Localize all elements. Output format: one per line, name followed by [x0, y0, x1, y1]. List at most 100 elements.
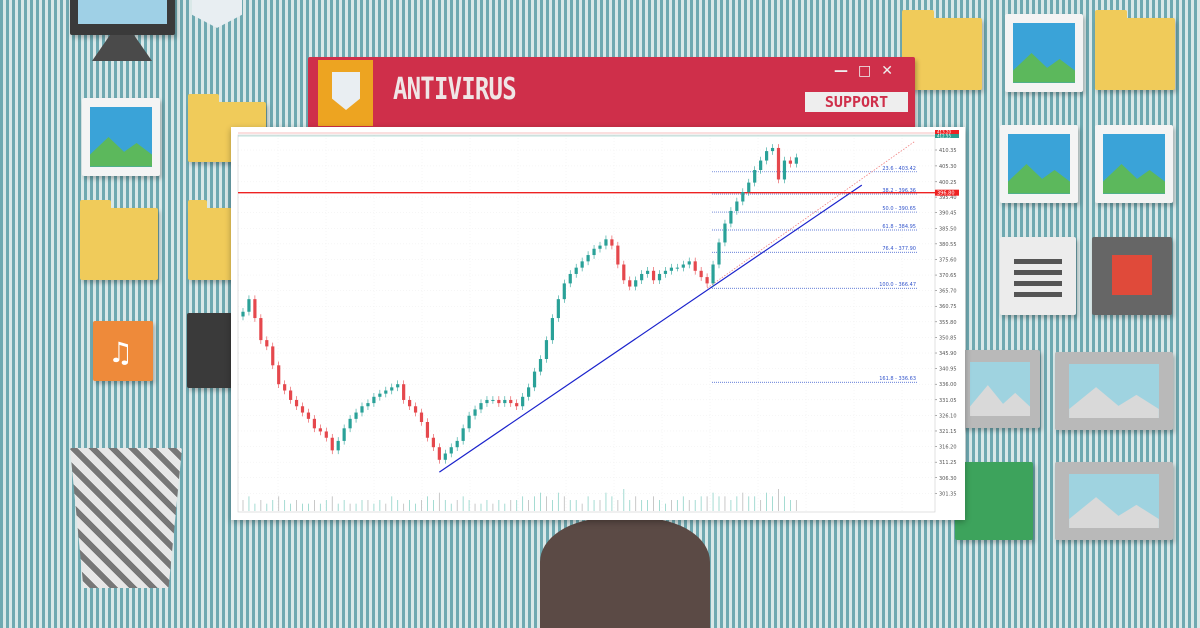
close-button[interactable]: ✕ [881, 63, 903, 79]
candle-body [515, 403, 519, 407]
candle-body [735, 201, 739, 211]
candle-body [241, 311, 245, 317]
image-file-icon [1095, 125, 1173, 203]
candle-body [747, 182, 751, 193]
monitor-icon [70, 0, 175, 35]
candle-body [306, 412, 311, 419]
y-tick-label: 360.75 [939, 304, 957, 310]
candle-body [527, 387, 531, 397]
candle-body [336, 440, 340, 451]
volume-bar [492, 503, 494, 511]
volume-bar [718, 496, 720, 511]
y-tick-label: 385.50 [939, 226, 957, 232]
y-tick-label: 375.60 [939, 257, 957, 263]
volume-bar [415, 503, 416, 511]
current-price-tag [935, 189, 959, 196]
volume-bar [254, 503, 256, 511]
maximize-button[interactable]: □ [858, 63, 882, 79]
candle-body [271, 346, 275, 366]
plot-frame [237, 134, 936, 513]
fib-level-label: 100.0 - 366.47 [879, 282, 916, 288]
folder-icon [80, 200, 158, 280]
candle-body [610, 239, 614, 246]
volume-bar [427, 496, 428, 511]
volume-bar [587, 496, 589, 511]
image-file-icon [1000, 125, 1078, 203]
volume-bar [617, 500, 619, 511]
video-file-icon [187, 313, 237, 388]
volume-bar [343, 500, 345, 511]
volume-bar [349, 503, 351, 511]
volume-bar [557, 492, 559, 511]
candle-body [580, 261, 584, 268]
window-title: ANTIVIRUS [393, 72, 517, 107]
candle-body [550, 318, 554, 341]
volume-bar [314, 500, 315, 511]
candle-body [324, 431, 328, 438]
volume-bar [635, 496, 637, 511]
volume-bar [385, 503, 387, 511]
candle-body [455, 440, 459, 448]
monitor-stand-icon [92, 35, 152, 61]
volume-bar [581, 503, 583, 511]
volume-bar [272, 500, 274, 511]
volume-bar [480, 503, 482, 511]
volume-bar [730, 500, 732, 511]
volume-bar [575, 500, 577, 511]
candle-body [782, 160, 787, 180]
candle-body [419, 412, 424, 423]
candle-body [556, 299, 560, 319]
volume-bar [367, 500, 369, 511]
y-tick-label: 355.80 [939, 320, 957, 326]
candle-body [294, 399, 299, 407]
candle-body [681, 264, 685, 268]
volume-bar [409, 500, 410, 511]
y-tick-label: 400.25 [939, 180, 957, 186]
price-tag-label: 413.20 [937, 130, 951, 135]
candle-body [687, 261, 691, 265]
volume-bar [742, 492, 744, 511]
folder-icon [188, 200, 236, 280]
folder-icon [1095, 10, 1175, 90]
y-tick-label: 370.65 [939, 273, 957, 279]
minimize-button[interactable]: — [834, 63, 859, 79]
volume-bar [474, 503, 476, 511]
support-button[interactable]: SUPPORT [805, 92, 908, 112]
candle-body [657, 273, 662, 281]
volume-bar [563, 496, 565, 511]
fib-level-label: 76.4 - 377.90 [882, 246, 916, 252]
candle-body [568, 273, 572, 284]
volume-bar [784, 496, 785, 511]
price-chart-card: 410.35 405.30 400.25 395.40 390.45 385.50 380.… [231, 127, 965, 520]
candle-body [253, 299, 257, 319]
candle-body [425, 422, 430, 438]
candle-body [485, 399, 489, 404]
volume-bar [450, 503, 452, 511]
volume-bar [433, 500, 434, 511]
candle-body [753, 170, 757, 183]
volume-bar [754, 496, 756, 511]
volume-bar [522, 496, 524, 511]
y-tick-label: 311.25 [939, 460, 957, 466]
volume-bar [641, 500, 643, 511]
trend-line [439, 184, 863, 473]
volume-bar [676, 500, 678, 511]
volume-bar [486, 500, 488, 511]
y-tick-label: 306.30 [939, 476, 957, 482]
volume-bar [242, 500, 244, 511]
candle-body [651, 270, 656, 281]
candle-body [723, 223, 727, 243]
shield-icon [332, 72, 360, 110]
candle-body [372, 396, 376, 404]
candle-body [669, 267, 673, 271]
candle-body [503, 399, 507, 404]
document-icon [1000, 237, 1076, 315]
volume-bar [331, 496, 333, 511]
volume-bar [682, 496, 684, 511]
candle-body [437, 447, 441, 460]
fib-level-label: 161.8 - 336.63 [879, 376, 916, 382]
fib-level-label: 38.2 - 396.36 [882, 188, 916, 194]
candle-body [509, 399, 513, 404]
candle-body [342, 428, 346, 441]
volume-bar [724, 496, 726, 511]
